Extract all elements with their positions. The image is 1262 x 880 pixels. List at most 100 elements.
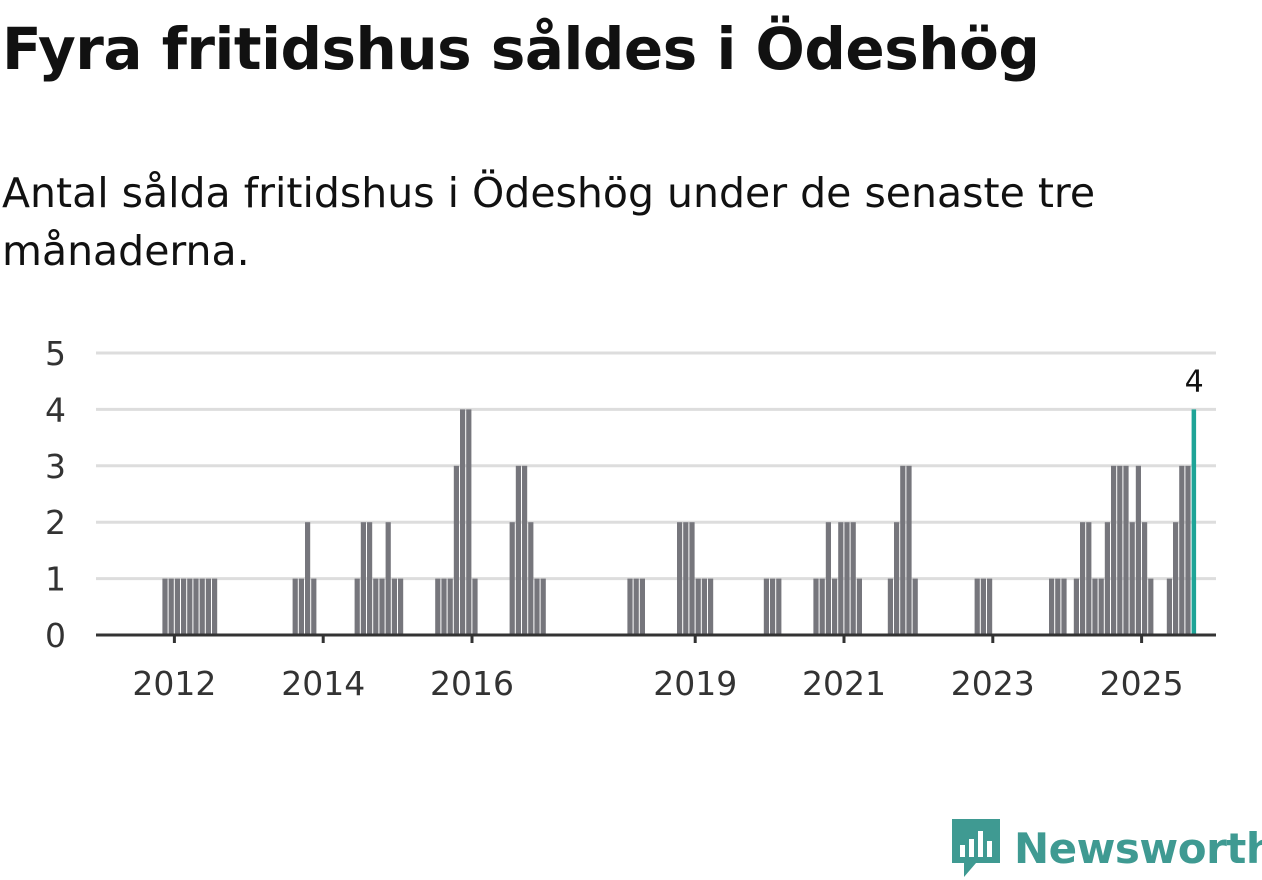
bar (373, 578, 379, 635)
bar (391, 578, 397, 635)
bar (205, 578, 211, 635)
bar (1092, 578, 1098, 635)
bar (466, 409, 472, 635)
bar (701, 578, 707, 635)
bar (1086, 522, 1092, 635)
y-tick-label: 3 (45, 447, 66, 486)
bar (906, 465, 912, 635)
x-tick-label: 2025 (1100, 664, 1184, 703)
bar (689, 522, 695, 635)
bar (900, 465, 906, 635)
bar (298, 578, 304, 635)
bar (1148, 578, 1154, 635)
bar (639, 578, 645, 635)
x-tick-label: 2016 (430, 664, 514, 703)
bar (528, 522, 534, 635)
bar-chart: 0 1 2 3 4 5 2012 2014 2016 2019 2021 2023 2025 4 (45, 334, 1216, 703)
bar (708, 578, 714, 635)
bar (385, 522, 391, 635)
bar (1135, 465, 1141, 635)
bar (534, 578, 540, 635)
bar (1129, 522, 1135, 635)
bar (187, 578, 193, 635)
y-tick-label: 5 (45, 334, 66, 373)
bar (856, 578, 862, 635)
bar (1061, 578, 1067, 635)
bar (1049, 578, 1055, 635)
bar (850, 522, 856, 635)
bar (813, 578, 819, 635)
bar (894, 522, 900, 635)
bar (763, 578, 769, 635)
bar (1179, 465, 1185, 635)
bar (212, 578, 218, 635)
bar (987, 578, 993, 635)
bar (1055, 578, 1061, 635)
bar (472, 578, 478, 635)
bar (832, 578, 838, 635)
bar (1142, 522, 1148, 635)
bar (540, 578, 546, 635)
bar (311, 578, 317, 635)
bar (398, 578, 404, 635)
x-tick-label: 2019 (653, 664, 737, 703)
bar (695, 578, 701, 635)
bar (1166, 578, 1172, 635)
bar (509, 522, 515, 635)
bar (974, 578, 980, 635)
bar (199, 578, 205, 635)
bar (1173, 522, 1179, 635)
y-tick-label: 1 (45, 560, 66, 599)
bar (522, 465, 528, 635)
bar (379, 578, 385, 635)
bar (453, 465, 459, 635)
bar (912, 578, 918, 635)
newsworthy-logo-icon (952, 819, 1000, 877)
brand: Newsworthy (950, 816, 1262, 880)
bar (844, 522, 850, 635)
bar (367, 522, 373, 635)
bar (435, 578, 441, 635)
bar (447, 578, 453, 635)
bar (1123, 465, 1129, 635)
y-tick-label: 2 (45, 503, 66, 542)
bar (677, 522, 683, 635)
brand-name: Newsworthy (1014, 823, 1262, 873)
bar (887, 578, 893, 635)
bar (193, 578, 199, 635)
bar (174, 578, 180, 635)
x-tick-label: 2023 (951, 664, 1035, 703)
bar (980, 578, 986, 635)
y-tick-label: 0 (45, 616, 66, 655)
value-label: 4 (1185, 364, 1204, 399)
x-tick-label: 2014 (281, 664, 365, 703)
bar (460, 409, 466, 635)
bar (1117, 465, 1123, 635)
bar (838, 522, 844, 635)
y-tick-label: 4 (45, 390, 66, 429)
bar (1104, 522, 1110, 635)
bar (162, 578, 168, 635)
bar (633, 578, 639, 635)
bar (627, 578, 633, 635)
bar (515, 465, 521, 635)
bar (1098, 578, 1104, 635)
bar (305, 522, 311, 635)
bar (683, 522, 689, 635)
bar (441, 578, 447, 635)
bar (776, 578, 782, 635)
bar (181, 578, 187, 635)
bar (819, 578, 825, 635)
bar (354, 578, 360, 635)
page-subtitle: Antal sålda fritidshus i Ödeshög under d… (2, 169, 1096, 275)
bar (292, 578, 298, 635)
bar (1111, 465, 1117, 635)
x-tick-label: 2021 (802, 664, 886, 703)
bar (1185, 465, 1191, 635)
x-tick-label: 2012 (132, 664, 216, 703)
page-title: Fyra fritidshus såldes i Ödeshög (2, 15, 1040, 83)
bar (168, 578, 174, 635)
bar (1073, 578, 1079, 635)
bar (770, 578, 776, 635)
bar (360, 522, 366, 635)
